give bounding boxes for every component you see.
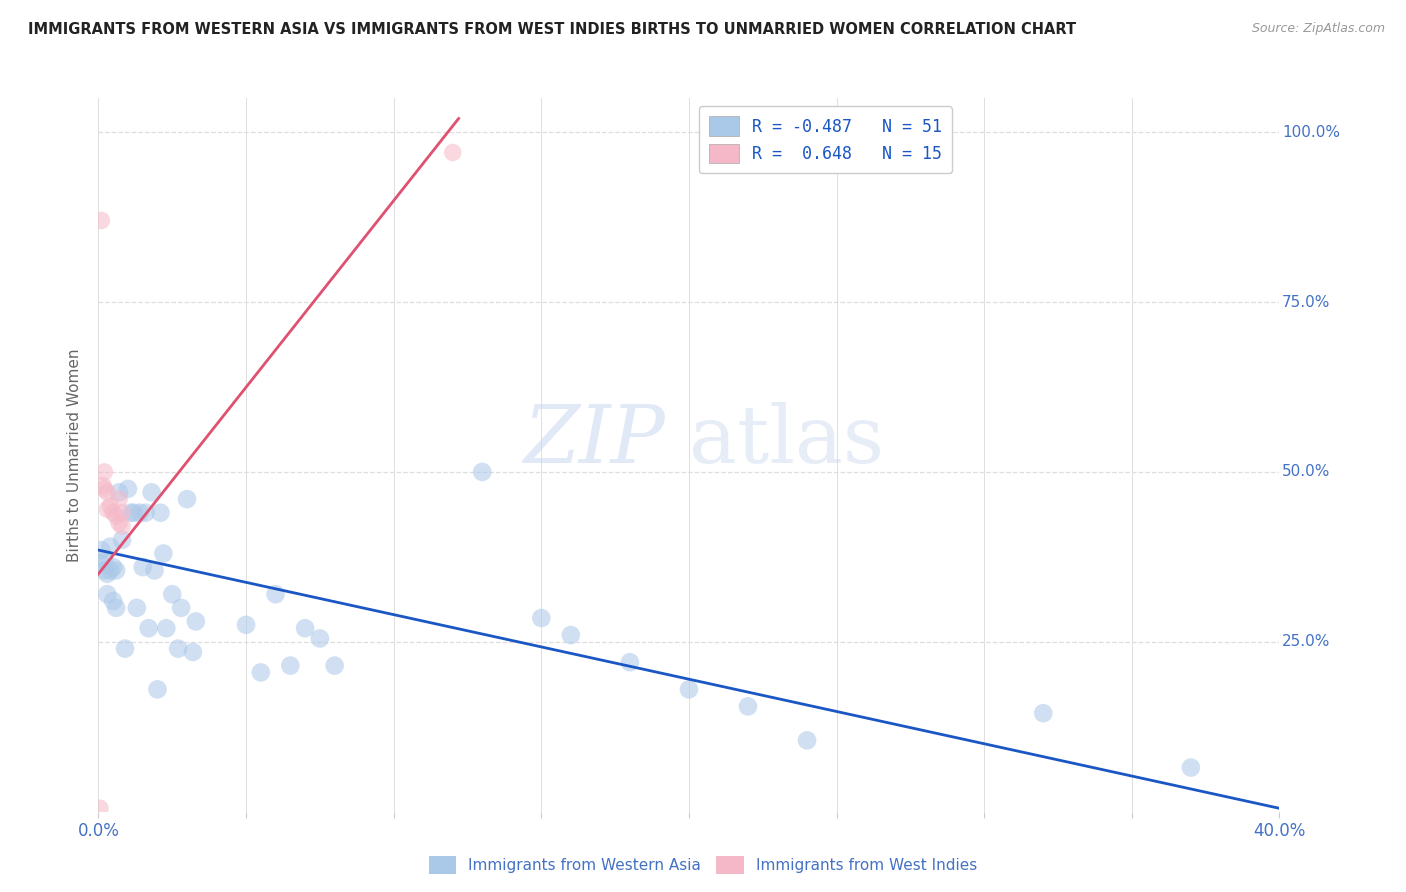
- Point: [235, 617, 257, 632]
- Point: [530, 611, 553, 625]
- Point: [619, 655, 641, 669]
- Text: 100.0%: 100.0%: [1282, 125, 1340, 140]
- Point: [125, 600, 148, 615]
- Point: [141, 485, 163, 500]
- Point: [103, 560, 125, 574]
- Point: [149, 506, 172, 520]
- Point: [471, 465, 494, 479]
- Point: [96, 587, 118, 601]
- Point: [108, 492, 131, 507]
- Point: [98, 540, 121, 554]
- Legend: R = -0.487   N = 51, R =  0.648   N = 15: R = -0.487 N = 51, R = 0.648 N = 15: [699, 106, 952, 173]
- Point: [170, 600, 193, 615]
- Point: [323, 658, 346, 673]
- Point: [108, 516, 131, 530]
- Point: [117, 482, 139, 496]
- Point: [103, 506, 125, 520]
- Point: [90, 213, 112, 227]
- Text: 50.0%: 50.0%: [1282, 465, 1330, 479]
- Point: [560, 628, 582, 642]
- Point: [441, 145, 464, 160]
- Point: [90, 543, 112, 558]
- Point: [264, 587, 287, 601]
- Point: [167, 641, 190, 656]
- Point: [138, 621, 160, 635]
- Point: [96, 502, 118, 516]
- Point: [181, 645, 204, 659]
- Point: [111, 506, 134, 520]
- Point: [105, 509, 128, 524]
- Point: [1180, 760, 1202, 774]
- Point: [1032, 706, 1054, 721]
- Point: [105, 564, 128, 578]
- Point: [162, 587, 183, 601]
- Point: [155, 621, 177, 635]
- Legend: Immigrants from Western Asia, Immigrants from West Indies: Immigrants from Western Asia, Immigrants…: [422, 850, 984, 880]
- Point: [98, 564, 121, 578]
- Point: [184, 615, 207, 629]
- Y-axis label: Births to Unmarried Women: Births to Unmarried Women: [67, 348, 83, 562]
- Point: [796, 733, 818, 747]
- Point: [128, 506, 150, 520]
- Point: [737, 699, 759, 714]
- Text: 75.0%: 75.0%: [1282, 294, 1330, 310]
- Text: 25.0%: 25.0%: [1282, 634, 1330, 649]
- Point: [132, 560, 155, 574]
- Point: [122, 506, 145, 520]
- Point: [176, 492, 198, 507]
- Point: [309, 632, 332, 646]
- Text: IMMIGRANTS FROM WESTERN ASIA VS IMMIGRANTS FROM WEST INDIES BIRTHS TO UNMARRIED : IMMIGRANTS FROM WESTERN ASIA VS IMMIGRAN…: [28, 22, 1076, 37]
- Point: [114, 641, 136, 656]
- Point: [96, 566, 118, 581]
- Text: atlas: atlas: [689, 401, 884, 480]
- Point: [96, 485, 118, 500]
- Point: [143, 564, 166, 578]
- Point: [146, 682, 169, 697]
- Point: [98, 499, 121, 513]
- Point: [120, 506, 142, 520]
- Point: [93, 564, 115, 578]
- Point: [108, 485, 131, 500]
- Point: [105, 600, 128, 615]
- Point: [152, 546, 174, 560]
- Point: [89, 801, 111, 815]
- Point: [135, 506, 157, 520]
- Point: [93, 553, 115, 567]
- Point: [93, 465, 115, 479]
- Text: Source: ZipAtlas.com: Source: ZipAtlas.com: [1251, 22, 1385, 36]
- Point: [111, 519, 134, 533]
- Point: [250, 665, 273, 680]
- Point: [278, 658, 302, 673]
- Point: [91, 478, 114, 492]
- Point: [93, 482, 115, 496]
- Point: [294, 621, 316, 635]
- Point: [111, 533, 134, 547]
- Point: [103, 594, 125, 608]
- Point: [90, 557, 112, 571]
- Point: [678, 682, 700, 697]
- Text: ZIP: ZIP: [523, 402, 665, 479]
